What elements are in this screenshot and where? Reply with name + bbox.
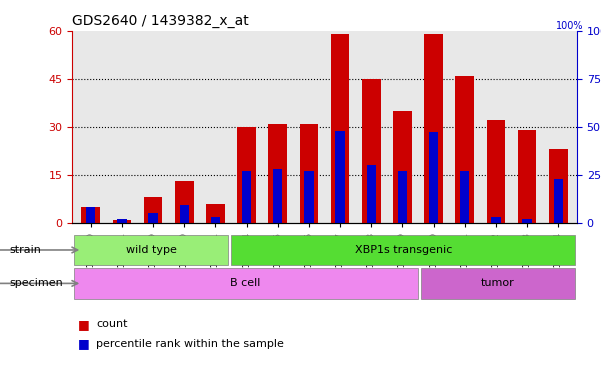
Text: percentile rank within the sample: percentile rank within the sample [96, 339, 284, 349]
Bar [517, 130, 537, 223]
Bar [144, 197, 162, 223]
Bar [206, 204, 225, 223]
Bar [393, 111, 412, 223]
Bar [148, 213, 158, 223]
Bar [86, 207, 96, 223]
Text: wild type: wild type [126, 245, 177, 255]
Bar [522, 219, 532, 223]
Bar [362, 79, 380, 223]
Bar [429, 132, 438, 223]
Text: GDS2640 / 1439382_x_at: GDS2640 / 1439382_x_at [72, 14, 249, 28]
Bar [117, 219, 127, 223]
Text: strain: strain [9, 245, 41, 255]
Bar [367, 165, 376, 223]
Bar [242, 171, 251, 223]
Bar [211, 217, 220, 223]
Text: count: count [96, 319, 127, 329]
Bar [491, 217, 501, 223]
Text: 100%: 100% [555, 22, 583, 31]
Bar [82, 207, 100, 223]
Bar [460, 171, 469, 223]
Bar [112, 220, 132, 223]
Text: B cell: B cell [230, 278, 261, 288]
Text: tumor: tumor [481, 278, 515, 288]
Bar [273, 169, 282, 223]
Bar [304, 171, 314, 223]
Text: specimen: specimen [9, 278, 63, 288]
Bar [424, 34, 443, 223]
Bar [237, 127, 256, 223]
Bar [180, 205, 189, 223]
Bar [331, 34, 349, 223]
FancyBboxPatch shape [74, 235, 228, 265]
Text: ■: ■ [78, 318, 90, 331]
Bar [456, 76, 474, 223]
FancyBboxPatch shape [421, 268, 575, 299]
Text: XBP1s transgenic: XBP1s transgenic [355, 245, 452, 255]
Bar [398, 171, 407, 223]
Bar [269, 124, 287, 223]
Bar [549, 149, 567, 223]
FancyBboxPatch shape [74, 268, 418, 299]
Bar [175, 181, 194, 223]
Bar [487, 120, 505, 223]
Bar [554, 179, 563, 223]
FancyBboxPatch shape [231, 235, 575, 265]
Text: ■: ■ [78, 337, 90, 350]
Bar [335, 131, 345, 223]
Bar [300, 124, 319, 223]
